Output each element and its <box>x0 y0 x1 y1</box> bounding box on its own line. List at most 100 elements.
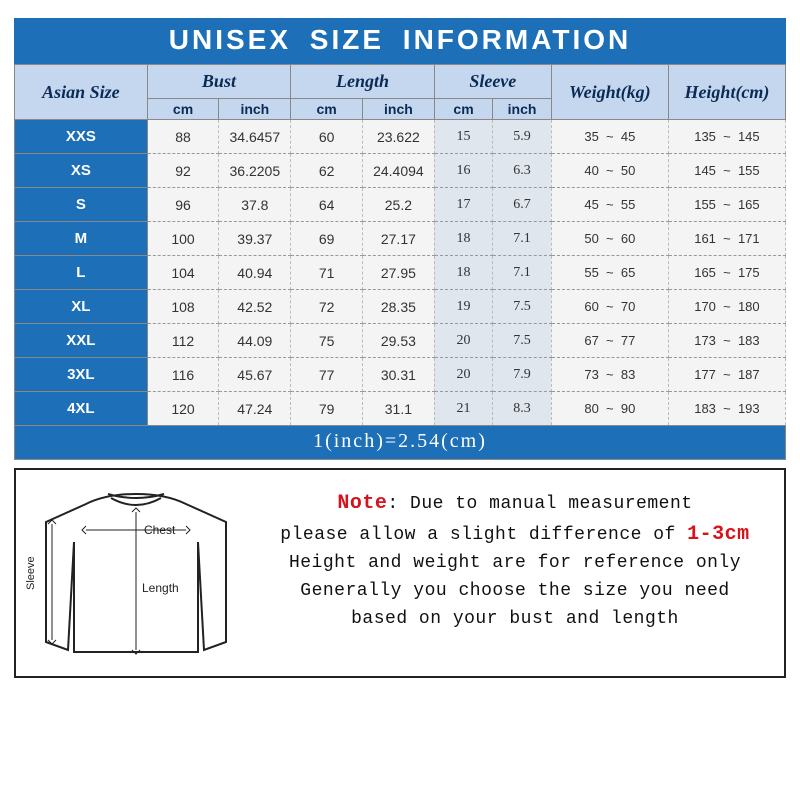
cell-sl-cm: 18 <box>434 222 493 256</box>
cell-weight: 73 ~ 83 <box>551 358 668 392</box>
cell-bust-cm: 104 <box>147 256 219 290</box>
sub-cm: cm <box>434 99 493 120</box>
cell-bust-cm: 92 <box>147 154 219 188</box>
sub-cm: cm <box>147 99 219 120</box>
cell-weight: 80 ~ 90 <box>551 392 668 426</box>
cell-len-cm: 64 <box>291 188 363 222</box>
cell-sl-in: 7.5 <box>493 324 552 358</box>
cell-size: 3XL <box>15 358 148 392</box>
cell-height: 145 ~ 155 <box>668 154 785 188</box>
cell-size: XS <box>15 154 148 188</box>
cell-sl-in: 7.5 <box>493 290 552 324</box>
col-sleeve: Sleeve <box>434 65 551 99</box>
cell-bust-cm: 120 <box>147 392 219 426</box>
cell-len-in: 29.53 <box>363 324 435 358</box>
table-row: 3XL11645.677730.31207.973 ~ 83177 ~ 187 <box>15 358 786 392</box>
cell-bust-in: 42.52 <box>219 290 291 324</box>
table-row: XL10842.527228.35197.560 ~ 70170 ~ 180 <box>15 290 786 324</box>
cell-len-in: 31.1 <box>363 392 435 426</box>
cell-sl-in: 7.1 <box>493 222 552 256</box>
cell-weight: 60 ~ 70 <box>551 290 668 324</box>
cell-bust-in: 39.37 <box>219 222 291 256</box>
shirt-diagram: Chest Length Sleeve <box>26 482 246 662</box>
table-row: S9637.86425.2176.745 ~ 55155 ~ 165 <box>15 188 786 222</box>
cell-sl-in: 8.3 <box>493 392 552 426</box>
label-sleeve: Sleeve <box>26 556 37 590</box>
cell-bust-cm: 112 <box>147 324 219 358</box>
cell-height: 161 ~ 171 <box>668 222 785 256</box>
cell-len-cm: 71 <box>291 256 363 290</box>
note-l2b: 1-3cm <box>687 523 750 546</box>
cell-size: L <box>15 256 148 290</box>
size-table: Asian Size Bust Length Sleeve Weight(kg)… <box>14 64 786 460</box>
cell-height: 183 ~ 193 <box>668 392 785 426</box>
cell-sl-in: 7.9 <box>493 358 552 392</box>
cell-sl-cm: 20 <box>434 324 493 358</box>
cell-bust-cm: 108 <box>147 290 219 324</box>
cell-height: 170 ~ 180 <box>668 290 785 324</box>
label-length: Length <box>142 581 179 595</box>
cell-sl-cm: 19 <box>434 290 493 324</box>
note-l5: based on your bust and length <box>351 609 679 629</box>
sub-inch: inch <box>363 99 435 120</box>
title: UNISEX SIZE INFORMATION <box>14 18 786 64</box>
cell-len-cm: 60 <box>291 120 363 154</box>
col-size: Asian Size <box>15 65 148 120</box>
note-text: Note: Due to manual measurement please a… <box>256 482 774 662</box>
col-weight: Weight(kg) <box>551 65 668 120</box>
col-bust: Bust <box>147 65 291 99</box>
cell-sl-cm: 15 <box>434 120 493 154</box>
cell-height: 165 ~ 175 <box>668 256 785 290</box>
cell-sl-in: 7.1 <box>493 256 552 290</box>
cell-height: 155 ~ 165 <box>668 188 785 222</box>
cell-len-in: 30.31 <box>363 358 435 392</box>
cell-bust-in: 44.09 <box>219 324 291 358</box>
cell-sl-cm: 17 <box>434 188 493 222</box>
cell-len-cm: 77 <box>291 358 363 392</box>
cell-size: XL <box>15 290 148 324</box>
cell-bust-in: 34.6457 <box>219 120 291 154</box>
table-row: XXL11244.097529.53207.567 ~ 77173 ~ 183 <box>15 324 786 358</box>
table-row: XS9236.22056224.4094166.340 ~ 50145 ~ 15… <box>15 154 786 188</box>
cell-weight: 35 ~ 45 <box>551 120 668 154</box>
cell-sl-cm: 21 <box>434 392 493 426</box>
cell-sl-in: 5.9 <box>493 120 552 154</box>
cell-size: M <box>15 222 148 256</box>
cell-bust-cm: 100 <box>147 222 219 256</box>
cell-bust-in: 45.67 <box>219 358 291 392</box>
cell-sl-cm: 18 <box>434 256 493 290</box>
cell-weight: 45 ~ 55 <box>551 188 668 222</box>
cell-size: XXS <box>15 120 148 154</box>
note-label: Note <box>337 492 387 515</box>
conversion-note: 1(inch)=2.54(cm) <box>15 426 786 460</box>
cell-len-cm: 75 <box>291 324 363 358</box>
note-l1: : Due to manual measurement <box>387 494 692 514</box>
cell-bust-in: 37.8 <box>219 188 291 222</box>
cell-size: XXL <box>15 324 148 358</box>
cell-weight: 67 ~ 77 <box>551 324 668 358</box>
cell-bust-in: 47.24 <box>219 392 291 426</box>
col-length: Length <box>291 65 435 99</box>
cell-weight: 50 ~ 60 <box>551 222 668 256</box>
cell-bust-cm: 96 <box>147 188 219 222</box>
cell-weight: 40 ~ 50 <box>551 154 668 188</box>
cell-len-cm: 72 <box>291 290 363 324</box>
note-l4: Generally you choose the size you need <box>300 581 729 601</box>
cell-size: S <box>15 188 148 222</box>
cell-len-in: 25.2 <box>363 188 435 222</box>
cell-len-in: 24.4094 <box>363 154 435 188</box>
note-box: Chest Length Sleeve Note: Due to manual … <box>14 468 786 678</box>
cell-bust-cm: 88 <box>147 120 219 154</box>
col-height: Height(cm) <box>668 65 785 120</box>
sub-inch: inch <box>219 99 291 120</box>
cell-bust-cm: 116 <box>147 358 219 392</box>
cell-len-in: 28.35 <box>363 290 435 324</box>
label-chest: Chest <box>144 523 176 537</box>
cell-bust-in: 40.94 <box>219 256 291 290</box>
table-row: L10440.947127.95187.155 ~ 65165 ~ 175 <box>15 256 786 290</box>
note-l2a: please allow a slight difference of <box>280 525 687 545</box>
cell-height: 173 ~ 183 <box>668 324 785 358</box>
cell-height: 177 ~ 187 <box>668 358 785 392</box>
table-row: XXS8834.64576023.622155.935 ~ 45135 ~ 14… <box>15 120 786 154</box>
cell-len-cm: 62 <box>291 154 363 188</box>
